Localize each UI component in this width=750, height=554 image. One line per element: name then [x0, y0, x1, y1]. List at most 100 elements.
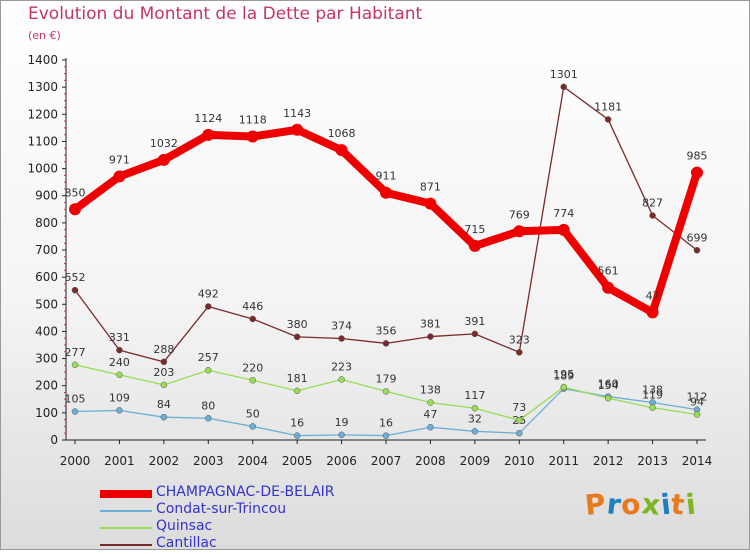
- data-label: 552: [65, 271, 86, 284]
- data-point: [471, 428, 479, 435]
- data-label: 240: [109, 356, 130, 369]
- x-tick-label: 2006: [326, 454, 357, 468]
- data-point: [646, 306, 659, 319]
- y-tick-label: 1200: [27, 107, 58, 121]
- data-point: [338, 335, 345, 342]
- x-tick-label: 2001: [104, 454, 135, 468]
- data-point: [471, 330, 479, 338]
- data-label: 119: [642, 389, 663, 402]
- data-label: 774: [553, 207, 574, 220]
- data-point: [205, 366, 212, 374]
- data-point: [380, 186, 392, 199]
- data-label: 827: [642, 197, 663, 210]
- y-tick-label: 700: [35, 243, 58, 257]
- data-label: 331: [109, 331, 130, 344]
- data-point: [604, 116, 612, 123]
- data-point: [116, 371, 123, 379]
- data-point: [604, 394, 612, 402]
- data-label: 80: [201, 399, 215, 412]
- data-label: 715: [464, 223, 485, 236]
- data-point: [69, 203, 81, 216]
- data-label: 985: [687, 150, 708, 163]
- data-point: [516, 349, 523, 356]
- data-point: [160, 381, 168, 389]
- data-label: 1118: [239, 114, 267, 127]
- data-point: [246, 130, 259, 143]
- data-point: [424, 197, 437, 210]
- data-point: [116, 346, 123, 354]
- y-tick-label: 1100: [27, 134, 58, 148]
- data-label: 109: [109, 391, 130, 404]
- data-label: 288: [153, 343, 174, 356]
- data-label: 181: [287, 372, 308, 385]
- data-label: 105: [65, 393, 86, 406]
- data-point: [71, 361, 79, 369]
- data-label: 84: [157, 398, 171, 411]
- y-tick-label: 800: [35, 216, 58, 230]
- legend-swatch: [100, 490, 152, 498]
- data-label: 561: [598, 265, 619, 278]
- y-tick-label: 600: [35, 270, 58, 284]
- data-point: [516, 429, 523, 437]
- proxiti-logo: Proxiti: [583, 486, 698, 523]
- legend-label: Quinsac: [156, 518, 213, 534]
- legend-swatch: [100, 527, 152, 529]
- data-point: [249, 377, 256, 384]
- data-point: [291, 123, 304, 136]
- legend-label: Cantillac: [156, 535, 217, 551]
- series-line-3: [74, 86, 698, 363]
- data-point: [293, 432, 301, 439]
- data-label: 257: [198, 351, 219, 364]
- x-tick-label: 2009: [460, 454, 491, 468]
- data-point: [693, 411, 701, 418]
- x-tick-label: 2013: [637, 454, 668, 468]
- data-label: 154: [598, 379, 619, 392]
- data-point: [249, 315, 256, 323]
- data-label: 1181: [594, 100, 622, 113]
- data-label: 50: [246, 407, 260, 420]
- x-tick-label: 2010: [504, 454, 535, 468]
- data-label: 1124: [194, 112, 222, 125]
- y-tick-label: 400: [35, 324, 58, 338]
- data-point: [338, 376, 345, 383]
- data-point: [513, 225, 526, 238]
- data-point: [560, 83, 567, 91]
- data-label: 1068: [328, 127, 356, 140]
- data-point: [160, 358, 168, 366]
- x-tick-label: 2002: [149, 454, 180, 468]
- x-tick-label: 2007: [371, 454, 402, 468]
- data-label: 381: [420, 318, 441, 331]
- data-label: 850: [65, 186, 86, 199]
- data-label: 112: [687, 391, 708, 404]
- data-point: [602, 281, 615, 294]
- y-tick-label: 1400: [27, 53, 58, 67]
- data-point: [468, 239, 481, 252]
- x-tick-label: 2008: [415, 454, 446, 468]
- data-label: 323: [509, 333, 530, 346]
- data-label: 769: [509, 208, 530, 221]
- data-point: [382, 432, 390, 439]
- data-point: [205, 303, 212, 310]
- x-tick-label: 2005: [282, 454, 313, 468]
- data-label: 195: [553, 368, 574, 381]
- data-label: 117: [464, 389, 485, 402]
- data-label: 871: [420, 181, 441, 194]
- data-point: [157, 153, 170, 166]
- legend-label: Condat-sur-Trincou: [156, 501, 287, 517]
- data-point: [691, 166, 703, 179]
- data-label: 1143: [283, 107, 311, 120]
- data-point: [71, 286, 79, 294]
- data-point: [335, 144, 348, 157]
- data-label: 1301: [550, 68, 578, 81]
- data-label: 380: [287, 318, 308, 331]
- data-point: [160, 413, 168, 421]
- data-point: [71, 408, 79, 415]
- y-tick-label: 100: [35, 406, 58, 420]
- chart-title: Evolution du Montant de la Dette par Hab…: [28, 4, 423, 24]
- data-label: 1032: [150, 137, 178, 150]
- data-label: 971: [109, 153, 130, 166]
- data-point: [113, 170, 126, 183]
- data-label: 47: [646, 289, 660, 302]
- x-tick-label: 2004: [237, 454, 268, 468]
